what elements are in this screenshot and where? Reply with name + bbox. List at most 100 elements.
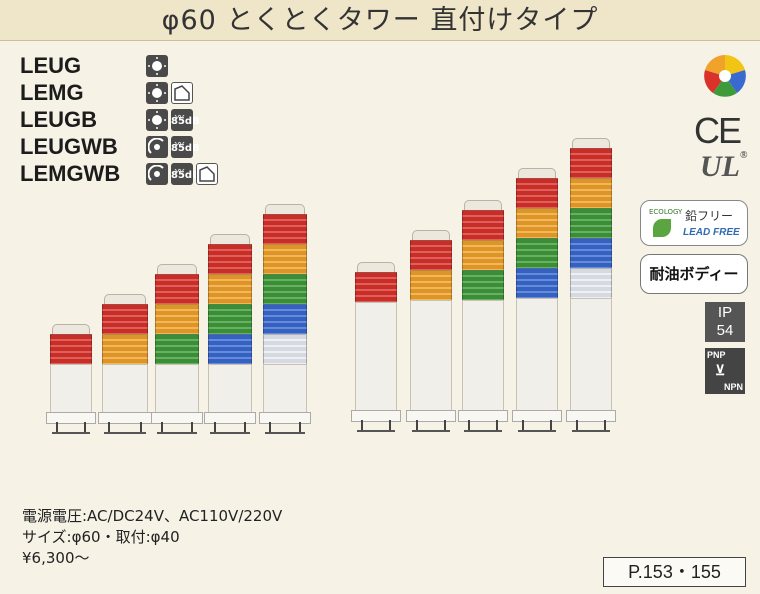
tower-tier-red xyxy=(50,334,92,366)
tower-tier-orange xyxy=(410,270,452,302)
tower-base xyxy=(204,412,256,424)
tower-tier-red xyxy=(355,272,397,304)
tower-tier-red xyxy=(516,178,558,210)
model-list: LEUG LEMG LEUGB 85dB LEUGWB 85dB LEMGWB … xyxy=(20,52,221,187)
model-row: LEUGB 85dB xyxy=(20,105,221,133)
tower-light xyxy=(151,264,203,434)
tower-tier-orange xyxy=(263,244,307,276)
tower-tier-orange xyxy=(208,274,252,306)
tower-tier-red xyxy=(102,304,148,336)
tower-tier-orange xyxy=(516,208,558,240)
tower-tier-blue xyxy=(263,304,307,336)
ip54-badge: IP 54 xyxy=(705,302,745,342)
tower-base xyxy=(46,412,96,424)
tower-base xyxy=(406,410,456,422)
leaf-icon xyxy=(653,219,671,237)
tower-light xyxy=(259,204,311,434)
tower-base xyxy=(351,410,401,422)
tower-light xyxy=(406,230,456,432)
buzzer-85db-icon: 85dB xyxy=(171,159,200,185)
tower-light xyxy=(351,262,401,432)
tower-body xyxy=(355,302,397,412)
lead-free-badge: ECOLOGY 鉛フリー LEAD FREE xyxy=(640,200,748,246)
pnp-label: PNP xyxy=(707,350,726,360)
npn-label: NPN xyxy=(723,382,743,392)
model-row: LEUGWB 85dB xyxy=(20,132,221,160)
page-title: φ60 とくとくタワー 直付けタイプ xyxy=(0,0,760,41)
tower-light xyxy=(512,168,562,432)
tower-tier-green xyxy=(570,208,612,240)
ul-mark-icon: UL® xyxy=(700,150,748,183)
tower-body xyxy=(208,364,252,414)
tower-base xyxy=(566,410,616,422)
tower-tier-red xyxy=(570,148,612,180)
led-icon xyxy=(146,54,168,77)
tower-mount-pins xyxy=(265,422,305,434)
tower-tier-blue xyxy=(570,238,612,270)
tower-light xyxy=(46,324,96,434)
tower-tier-green xyxy=(263,274,307,306)
model-row: LEMGWB 85dB xyxy=(20,159,221,187)
size-spec: サイズ:φ60・取付:φ40 xyxy=(22,528,180,546)
direct-mount-icon xyxy=(171,81,193,104)
tower-tier-white xyxy=(263,334,307,366)
lead-free-jp-label: 鉛フリー xyxy=(685,209,734,223)
flash-led-icon xyxy=(146,162,168,185)
led-icon xyxy=(146,108,168,131)
tower-body xyxy=(570,298,612,412)
lead-free-en-label: LEAD FREE xyxy=(683,227,740,238)
tower-base xyxy=(458,410,508,422)
tower-tier-green xyxy=(516,238,558,270)
model-row: LEUG xyxy=(20,52,221,79)
tower-light xyxy=(204,234,256,434)
tower-mount-pins xyxy=(157,422,197,434)
ip-label: IP xyxy=(717,304,733,321)
ip-rating: 54 xyxy=(716,322,734,339)
tower-tier-red xyxy=(155,274,199,306)
tower-light xyxy=(98,294,152,434)
tower-tier-orange xyxy=(155,304,199,336)
voltage-spec: 電源電圧:AC/DC24V、AC110V/220V xyxy=(22,507,283,525)
pnp-npn-badge: PNP ⊻ NPN xyxy=(705,348,745,394)
eco-small-label: ECOLOGY xyxy=(649,208,683,216)
ul-mark-text: UL xyxy=(700,150,740,183)
tower-tier-orange xyxy=(102,334,148,366)
tower-mount-pins xyxy=(412,420,450,432)
tower-tier-orange xyxy=(570,178,612,210)
tower-body xyxy=(462,300,504,412)
tower-body xyxy=(155,364,199,414)
tower-body xyxy=(516,298,558,412)
tower-mount-pins xyxy=(52,422,90,434)
tower-mount-pins xyxy=(464,420,502,432)
tower-mount-pins xyxy=(518,420,556,432)
tower-mount-pins xyxy=(572,420,610,432)
tower-mount-pins xyxy=(210,422,250,434)
page-reference: P.153・155 xyxy=(603,557,746,587)
led-icon xyxy=(146,81,168,104)
tower-tier-blue xyxy=(516,268,558,300)
tower-tier-white xyxy=(570,268,612,300)
tower-mount-pins xyxy=(357,420,395,432)
tower-tier-red xyxy=(263,214,307,246)
transistor-icon: ⊻ xyxy=(715,362,726,378)
tower-body xyxy=(410,300,452,412)
ce-mark-icon: CE xyxy=(694,110,742,151)
tower-base xyxy=(259,412,311,424)
direct-mount-icon xyxy=(196,162,218,185)
tower-body xyxy=(102,364,148,414)
tower-tier-blue xyxy=(208,334,252,366)
tower-base xyxy=(151,412,203,424)
tower-tier-red xyxy=(410,240,452,272)
flash-led-icon xyxy=(146,135,168,158)
tower-tier-green xyxy=(208,304,252,336)
tower-tier-green xyxy=(462,270,504,302)
model-name: LEUG xyxy=(20,52,82,78)
spec-block: 電源電圧:AC/DC24V、AC110V/220V サイズ:φ60・取付:φ40… xyxy=(22,506,282,569)
model-row: LEMG xyxy=(20,79,221,106)
tower-body xyxy=(50,364,92,414)
tower-tier-red xyxy=(462,210,504,242)
tower-body xyxy=(263,364,307,414)
tower-light xyxy=(566,138,616,432)
buzzer-85db-icon: 85dB xyxy=(171,105,200,131)
model-name: LEUGWB xyxy=(20,133,118,159)
